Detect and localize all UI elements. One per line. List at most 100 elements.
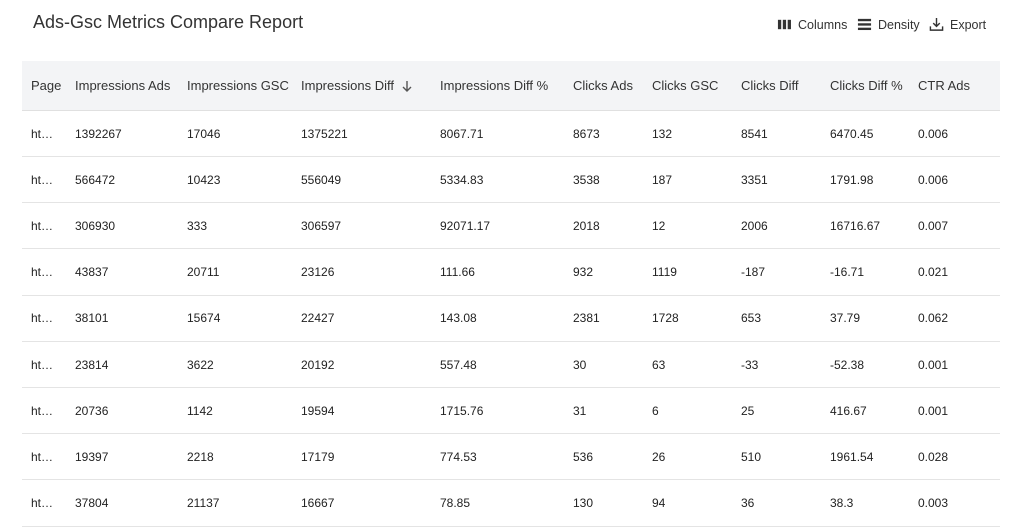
table-cell: 2018 — [573, 218, 600, 233]
table-cell: 111.66 — [440, 265, 475, 280]
table-cell: 12 — [652, 218, 666, 233]
table-cell: 17046 — [187, 126, 221, 141]
column-header-label: Clicks Ads — [573, 78, 633, 93]
table-cell: 16716.67 — [830, 218, 881, 233]
table-cell: 23814 — [75, 357, 109, 372]
column-header[interactable]: Impressions GSC — [187, 61, 289, 110]
column-header-label: Impressions Ads — [75, 78, 171, 93]
table-cell: 19397 — [75, 449, 109, 464]
table-cell: 2381 — [573, 311, 600, 326]
table-cell: 38.3 — [830, 496, 854, 511]
column-header[interactable]: Impressions Diff — [301, 61, 414, 110]
table-cell: 0.062 — [918, 311, 949, 326]
table-cell: ht… — [31, 265, 54, 280]
column-header-label: Impressions Diff — [301, 78, 394, 93]
table-cell: ht… — [31, 496, 54, 511]
table-cell: 78.85 — [440, 496, 471, 511]
table-cell: 774.53 — [440, 449, 477, 464]
columns-label: Columns — [798, 17, 848, 32]
report-title: Ads-Gsc Metrics Compare Report — [33, 12, 304, 32]
table-cell: -187 — [741, 265, 766, 280]
table-row: ht… 306930 333 306597 92071.17 2018 12 2006 1671… — [22, 203, 1000, 250]
column-header-label: Impressions GSC — [187, 78, 289, 93]
table-cell: 38101 — [75, 311, 109, 326]
table-cell: ht… — [31, 172, 54, 187]
table-row: ht… 38101 15674 22427 143.08 2381 1728 653 37.79… — [22, 296, 1000, 342]
table-cell: 1961.54 — [830, 449, 874, 464]
table-cell: 0.021 — [918, 265, 949, 280]
table-cell: 132 — [652, 126, 673, 141]
column-header-label: Clicks GSC — [652, 78, 719, 93]
export-icon — [929, 17, 944, 31]
export-button[interactable]: Export — [929, 17, 986, 32]
table-cell: 557.48 — [440, 357, 477, 372]
table-cell: 0.028 — [918, 449, 949, 464]
table-cell: 37804 — [75, 496, 109, 511]
density-label: Density — [878, 17, 920, 32]
table-cell: 5334.83 — [440, 172, 484, 187]
table-row: ht… 43837 20711 23126 111.66 932 1119 -187 -16.7… — [22, 250, 1000, 296]
table-cell: 130 — [573, 496, 594, 511]
column-header[interactable]: Clicks GSC — [652, 61, 718, 110]
table-cell: 536 — [573, 449, 594, 464]
table-cell: 8541 — [741, 126, 768, 141]
table-cell: 23126 — [301, 265, 335, 280]
columns-icon — [777, 19, 791, 30]
column-header-label: Clicks Diff — [741, 78, 799, 93]
table-cell: 333 — [187, 218, 208, 233]
table-cell: 187 — [652, 172, 673, 187]
column-header[interactable]: Impressions Ads — [75, 61, 170, 110]
table-cell: 36 — [741, 496, 755, 511]
export-label: Export — [950, 17, 987, 32]
column-header[interactable]: CTR Ads — [918, 61, 970, 110]
table-cell: 37.79 — [830, 311, 861, 326]
table-cell: 43837 — [75, 265, 109, 280]
table-header: Page Impressions Ads Impressions GSC Impres… — [22, 61, 1000, 111]
table-cell: 15674 — [187, 311, 221, 326]
table-cell: 22427 — [301, 311, 335, 326]
table-cell: 30 — [573, 357, 587, 372]
density-button[interactable]: Density — [857, 17, 920, 32]
table-cell: 3351 — [741, 172, 768, 187]
table-row: ht… 23814 3622 20192 557.48 30 63 -33 -52.38 0.00… — [22, 342, 1000, 388]
table-cell: 932 — [573, 265, 594, 280]
column-header-label: Clicks Diff % — [830, 78, 903, 93]
table-row: ht… 19397 2218 17179 774.53 536 26 510 1961.54 0.… — [22, 434, 1000, 481]
table-cell: -16.71 — [830, 265, 865, 280]
column-header[interactable]: Page — [31, 61, 61, 110]
table-cell: ht… — [31, 357, 54, 372]
table-cell: 6 — [652, 403, 659, 418]
table-cell: 10423 — [187, 172, 221, 187]
column-header-label: Impressions Diff % — [440, 78, 549, 93]
column-header[interactable]: Clicks Ads — [573, 61, 633, 110]
table-cell: 0.006 — [918, 172, 949, 187]
table-cell: 8673 — [573, 126, 600, 141]
table-row: ht… 20736 1142 19594 1715.76 31 6 25 416.67 0.001 — [22, 388, 1000, 435]
table-cell: 143.08 — [440, 311, 477, 326]
table-cell: 20711 — [187, 265, 220, 280]
table-cell: 1392267 — [75, 126, 122, 141]
table-cell: 653 — [741, 311, 762, 326]
table-cell: 25 — [741, 403, 755, 418]
table-cell: ht… — [31, 311, 54, 326]
table-cell: 1728 — [652, 311, 679, 326]
table-cell: ht… — [31, 449, 54, 464]
columns-button[interactable]: Columns — [777, 17, 847, 32]
table-cell: 0.001 — [918, 403, 949, 418]
table-cell: 1142 — [187, 403, 213, 418]
column-header[interactable]: Clicks Diff — [741, 61, 799, 110]
table-cell: 2006 — [741, 218, 768, 233]
table-cell: 26 — [652, 449, 666, 464]
column-header[interactable]: Impressions Diff % — [440, 61, 548, 110]
table-cell: 2218 — [187, 449, 214, 464]
table-cell: 510 — [741, 449, 762, 464]
table-cell: -52.38 — [830, 357, 865, 372]
column-header[interactable]: Clicks Diff % — [830, 61, 903, 110]
table-cell: 92071.17 — [440, 218, 491, 233]
table-cell: ht… — [31, 126, 54, 141]
table-cell: 3538 — [573, 172, 600, 187]
table-cell: 6470.45 — [830, 126, 874, 141]
table-row: ht… 1392267 17046 1375221 8067.71 8673 132 8541… — [22, 111, 1000, 157]
table-cell: 94 — [652, 496, 666, 511]
table-cell: 31 — [573, 403, 587, 418]
